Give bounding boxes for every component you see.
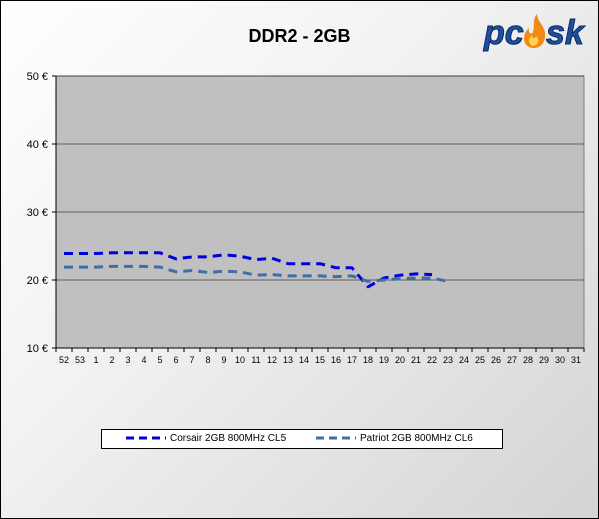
x-tick-label: 20 [395, 355, 405, 365]
legend-swatch-corsair [126, 436, 166, 440]
y-tick-label: 50 € [27, 71, 48, 83]
legend-label-corsair: Corsair 2GB 800MHz CL5 [170, 432, 287, 444]
x-tick-label: 17 [347, 355, 357, 365]
x-tick-label: 22 [427, 355, 437, 365]
x-tick-label: 52 [59, 355, 69, 365]
x-tick-label: 26 [491, 355, 501, 365]
legend-label-patriot: Patriot 2GB 800MHz CL6 [360, 432, 473, 444]
x-tick-label: 29 [539, 355, 549, 365]
y-tick-label: 30 € [27, 207, 48, 219]
x-tick-label: 6 [173, 355, 178, 365]
x-tick-label: 24 [459, 355, 469, 365]
x-tick-label: 9 [221, 355, 226, 365]
x-tick-label: 30 [555, 355, 565, 365]
x-tick-label: 8 [205, 355, 210, 365]
y-tick-label: 10 € [27, 343, 48, 355]
x-tick-label: 4 [141, 355, 146, 365]
x-tick-label: 10 [235, 355, 245, 365]
x-tick-label: 14 [299, 355, 309, 365]
x-tick-label: 16 [331, 355, 341, 365]
x-tick-label: 18 [363, 355, 373, 365]
legend: Corsair 2GB 800MHz CL5 Patriot 2GB 800MH… [101, 429, 503, 449]
x-tick-label: 13 [283, 355, 293, 365]
legend-swatch-patriot [316, 436, 356, 440]
x-tick-label: 28 [523, 355, 533, 365]
legend-item-corsair: Corsair 2GB 800MHz CL5 [126, 432, 286, 444]
svg-text:sk: sk [546, 14, 586, 52]
svg-text:pc: pc [483, 14, 524, 52]
y-tick-label: 40 € [27, 139, 48, 151]
x-tick-label: 19 [379, 355, 389, 365]
x-tick-label: 21 [411, 355, 421, 365]
x-tick-label: 7 [189, 355, 194, 365]
x-tick-label: 2 [109, 355, 114, 365]
pcosk-logo: pc sk [483, 14, 587, 53]
x-tick-label: 31 [571, 355, 581, 365]
series-line-1 [64, 264, 449, 283]
x-tick-label: 27 [507, 355, 517, 365]
x-tick-label: 15 [315, 355, 325, 365]
x-tick-label: 3 [125, 355, 130, 365]
x-tick-label: 53 [75, 355, 85, 365]
legend-item-patriot: Patriot 2GB 800MHz CL6 [316, 432, 473, 444]
x-tick-label: 1 [93, 355, 98, 365]
x-tick-label: 11 [251, 355, 260, 365]
series-line-0 [64, 251, 433, 289]
x-tick-label: 5 [157, 355, 162, 365]
chart-title: DDR2 - 2GB [248, 26, 351, 46]
x-tick-label: 12 [267, 355, 277, 365]
x-tick-label: 25 [475, 355, 485, 365]
x-tick-label: 23 [443, 355, 453, 365]
y-tick-label: 20 € [27, 275, 48, 287]
